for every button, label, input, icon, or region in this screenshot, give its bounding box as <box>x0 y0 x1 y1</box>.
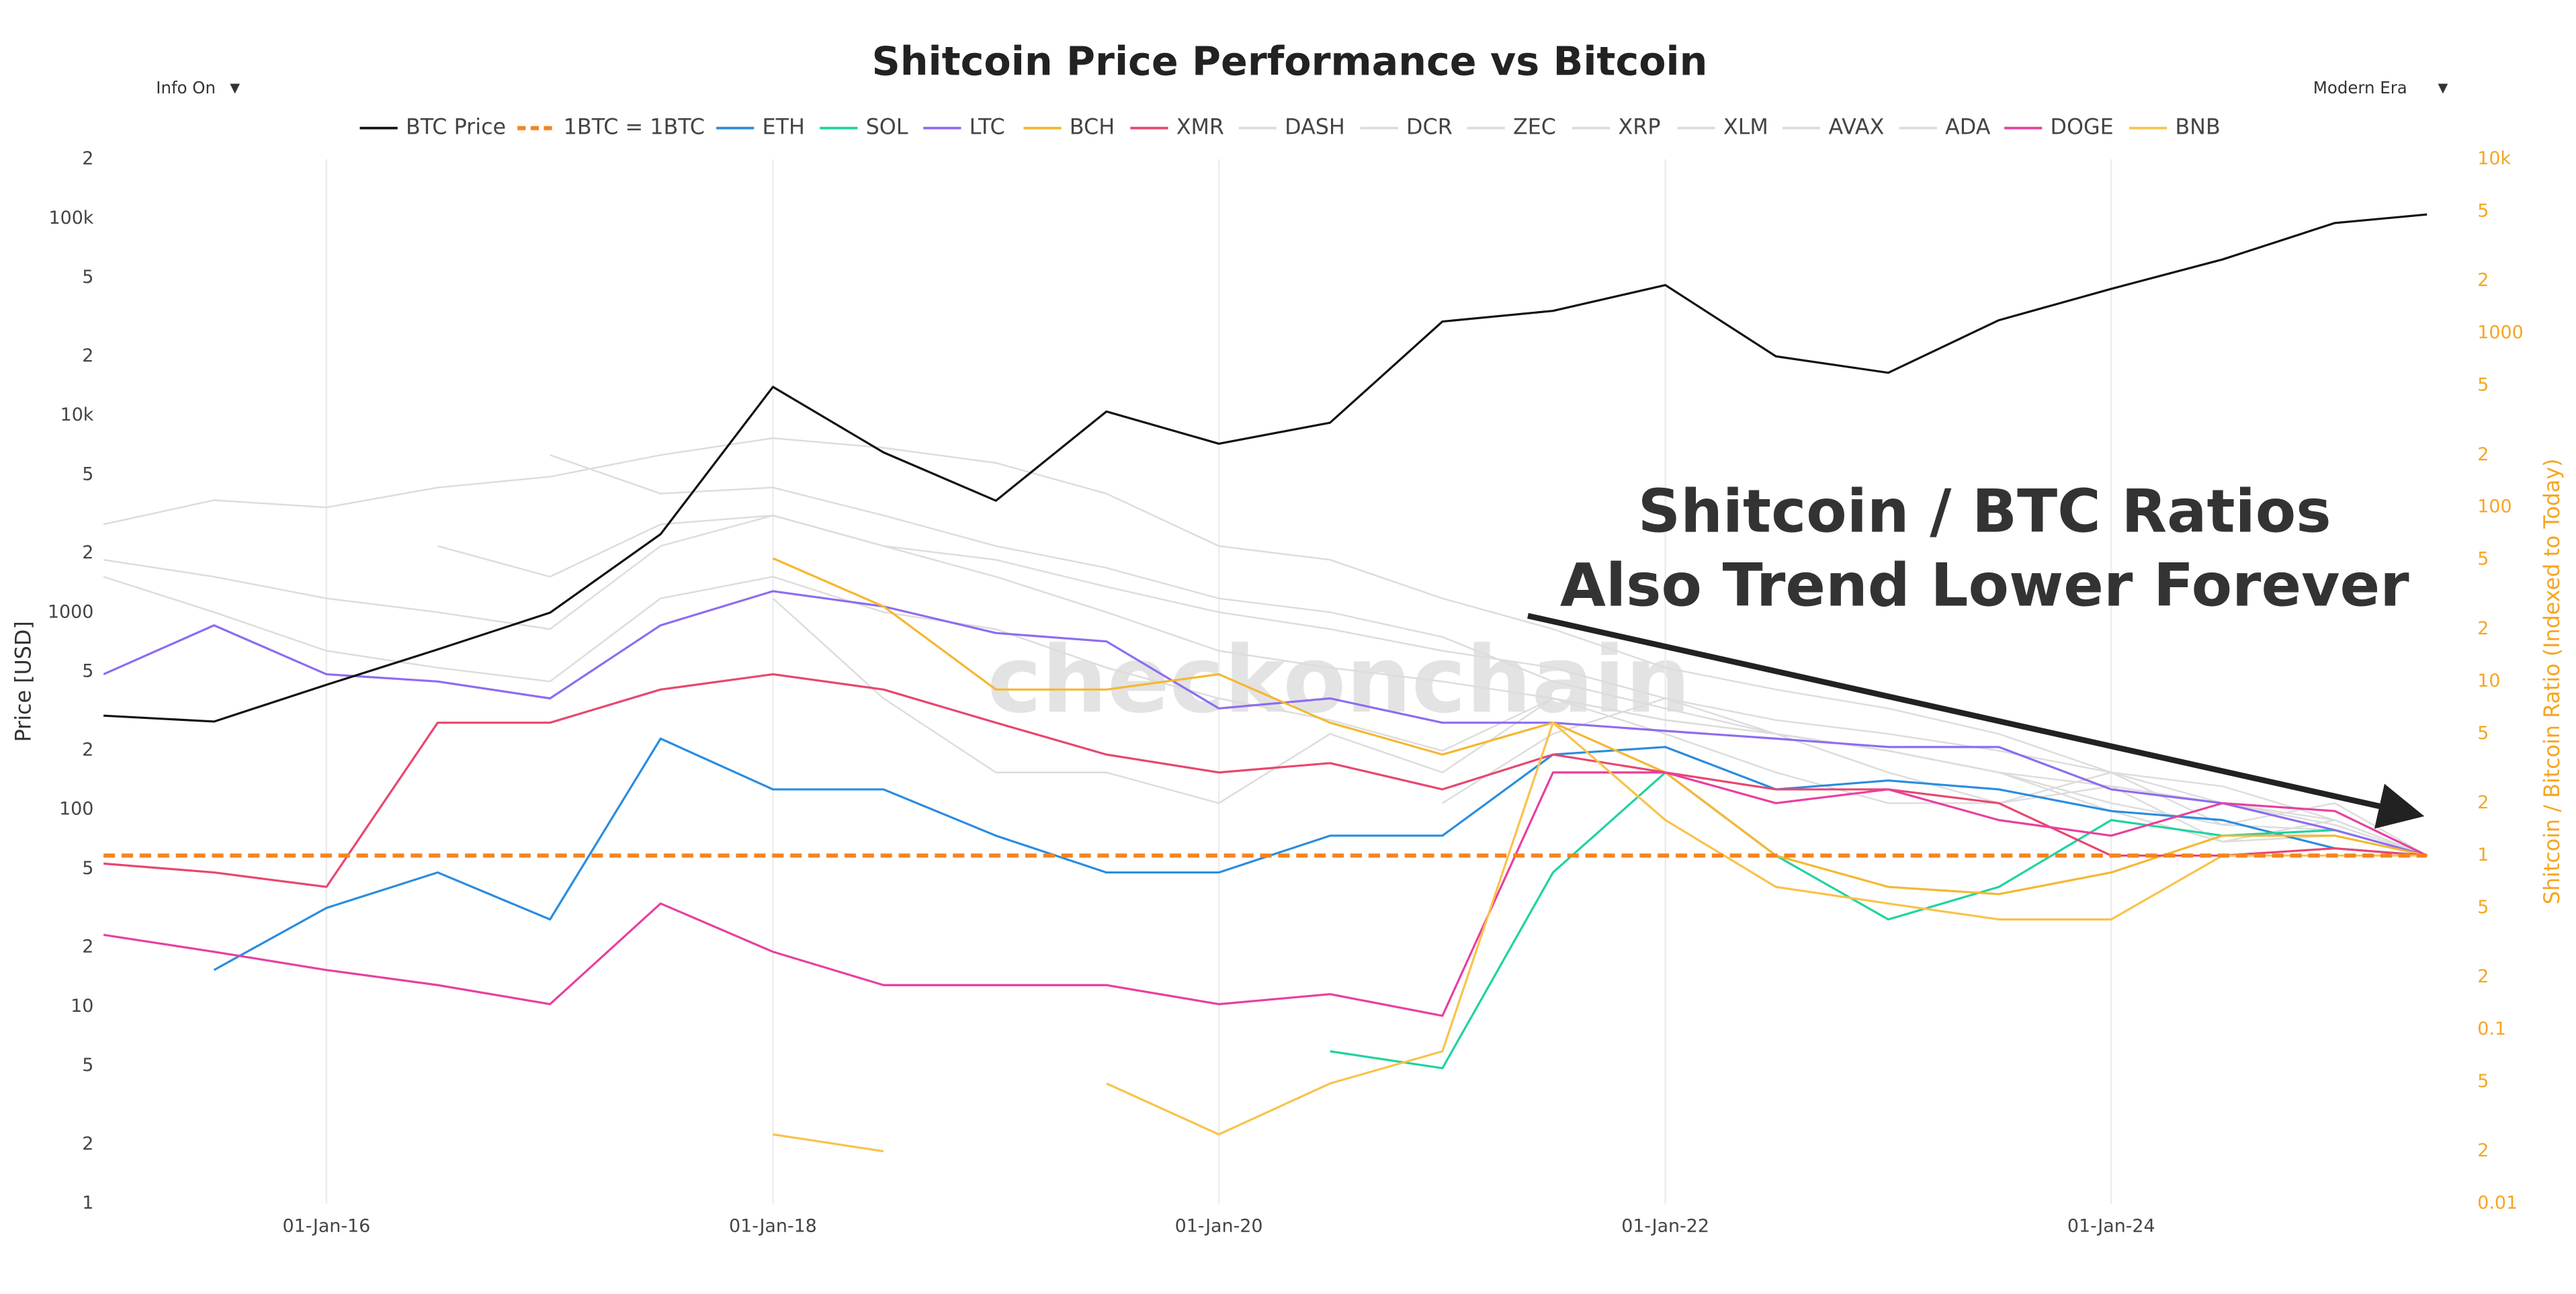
dropdown-arrow[interactable] <box>230 83 240 94</box>
annotation: Also Trend Lower Forever <box>1560 550 2409 619</box>
series-line <box>103 673 2428 888</box>
legend-label: DOGE <box>2051 116 2114 140</box>
series-line <box>773 722 2428 1153</box>
y-tick-label: 100k <box>48 208 93 228</box>
chart-title: Shitcoin Price Performance vs Bitcoin <box>871 38 1707 84</box>
y2-tick-label: 100 <box>2477 497 2511 517</box>
legend-label: ADA <box>1945 116 1991 140</box>
info-dropdown[interactable]: Info On <box>141 72 257 105</box>
legend-label: ETH <box>763 116 805 140</box>
y2-tick-label: 5 <box>2477 897 2489 918</box>
y2-tick-label: 2 <box>2477 444 2489 465</box>
legend-label: ZEC <box>1513 116 1556 140</box>
series-line <box>103 515 2428 857</box>
legend: BTC Price 1BTC = 1BTC ETH SOL LTC BCH XMR DASH D… <box>359 116 2221 140</box>
plot-lines <box>103 213 2428 1153</box>
y2-tick-label: 10 <box>2477 671 2500 691</box>
series-line <box>213 737 2428 972</box>
y2-tick-label: 1 <box>2477 845 2489 865</box>
y-tick-label: 1 <box>82 1193 93 1213</box>
grid: 1 2 5 10 2 5 100 2 5 1000 2 5 10k 2 5 100k 2 0.01 2 5 0.1 2 5 1… <box>48 148 2524 1237</box>
dropdown-label[interactable]: Info On <box>156 78 216 97</box>
y2-tick-label: 2 <box>2477 1140 2489 1161</box>
series-line <box>550 454 2428 857</box>
legend-label: DCR <box>1406 116 1453 140</box>
y-tick-label: 2 <box>82 937 93 957</box>
annotation: Shitcoin / BTC Ratios <box>1638 476 2331 546</box>
series-line <box>103 213 2428 723</box>
y2-tick-label: 2 <box>2477 270 2489 291</box>
series-line <box>103 437 2428 857</box>
y-tick-label: 2 <box>82 542 93 563</box>
y-tick-label: 2 <box>82 739 93 760</box>
y2-tick-label: 10k <box>2477 148 2511 169</box>
series-line <box>772 597 2428 857</box>
y2-tick-label: 2 <box>2477 792 2489 813</box>
y2-tick-label: 5 <box>2477 201 2489 222</box>
y-tick-label: 2 <box>82 1133 93 1154</box>
legend-label: 1BTC = 1BTC <box>564 116 705 140</box>
legend-label: XLM <box>1723 116 1768 140</box>
y2-tick-label: 0.01 <box>2477 1193 2518 1213</box>
y-tick-label: 2 <box>82 345 93 366</box>
x-tick-label: 01-Jan-20 <box>1175 1215 1263 1236</box>
y2-tick-label: 5 <box>2477 1071 2489 1092</box>
x-tick-label: 01-Jan-16 <box>282 1215 370 1236</box>
y-tick-label: 5 <box>82 464 93 484</box>
trend-arrow <box>1527 613 2425 829</box>
y-axis-label: Price [USD] <box>12 621 36 742</box>
y2-tick-label: 2 <box>2477 618 2489 639</box>
legend-label: SOL <box>866 116 908 140</box>
y-tick-label: 2 <box>82 148 93 169</box>
dropdown-label[interactable]: Modern Era <box>2313 78 2407 97</box>
y-tick-label: 5 <box>82 267 93 288</box>
series-line <box>103 771 2428 1017</box>
y-tick-label: 5 <box>82 1055 93 1076</box>
era-dropdown[interactable]: Modern Era <box>2300 72 2464 105</box>
legend-label: BCH <box>1070 116 1115 140</box>
legend-label: XRP <box>1618 116 1660 140</box>
y2-tick-label: 5 <box>2477 723 2489 744</box>
y2-tick-label: 5 <box>2477 375 2489 396</box>
y-tick-label: 10 <box>71 996 93 1017</box>
y2-tick-label: 1000 <box>2477 322 2523 343</box>
x-tick-label: 01-Jan-24 <box>2067 1215 2155 1236</box>
legend-label: XMR <box>1176 116 1224 140</box>
y-tick-label: 100 <box>59 799 93 820</box>
y-tick-label: 1000 <box>48 601 93 622</box>
y-tick-label: 5 <box>82 858 93 879</box>
x-tick-label: 01-Jan-22 <box>1621 1215 1709 1236</box>
series-line <box>1330 771 2428 1070</box>
legend-label: BTC Price <box>406 116 506 140</box>
watermark: checkonchain <box>987 627 1690 734</box>
legend-label: DASH <box>1285 116 1345 140</box>
legend-label: AVAX <box>1828 116 1884 140</box>
legend-label: LTC <box>970 116 1005 140</box>
series-line <box>103 590 2428 857</box>
y2-tick-label: 2 <box>2477 966 2489 987</box>
y2-tick-label: 5 <box>2477 549 2489 570</box>
dropdown-arrow[interactable] <box>2438 83 2448 94</box>
y2-axis-label: Shitcoin / Bitcoin Ratio (Indexed to Tod… <box>2540 458 2565 904</box>
y2-tick-label: 0.1 <box>2477 1019 2506 1039</box>
dropdown-box[interactable] <box>2300 72 2464 105</box>
y-tick-label: 5 <box>82 661 93 682</box>
legend-label: BNB <box>2175 116 2220 140</box>
y-tick-label: 10k <box>60 404 94 425</box>
x-tick-label: 01-Jan-18 <box>729 1215 817 1236</box>
